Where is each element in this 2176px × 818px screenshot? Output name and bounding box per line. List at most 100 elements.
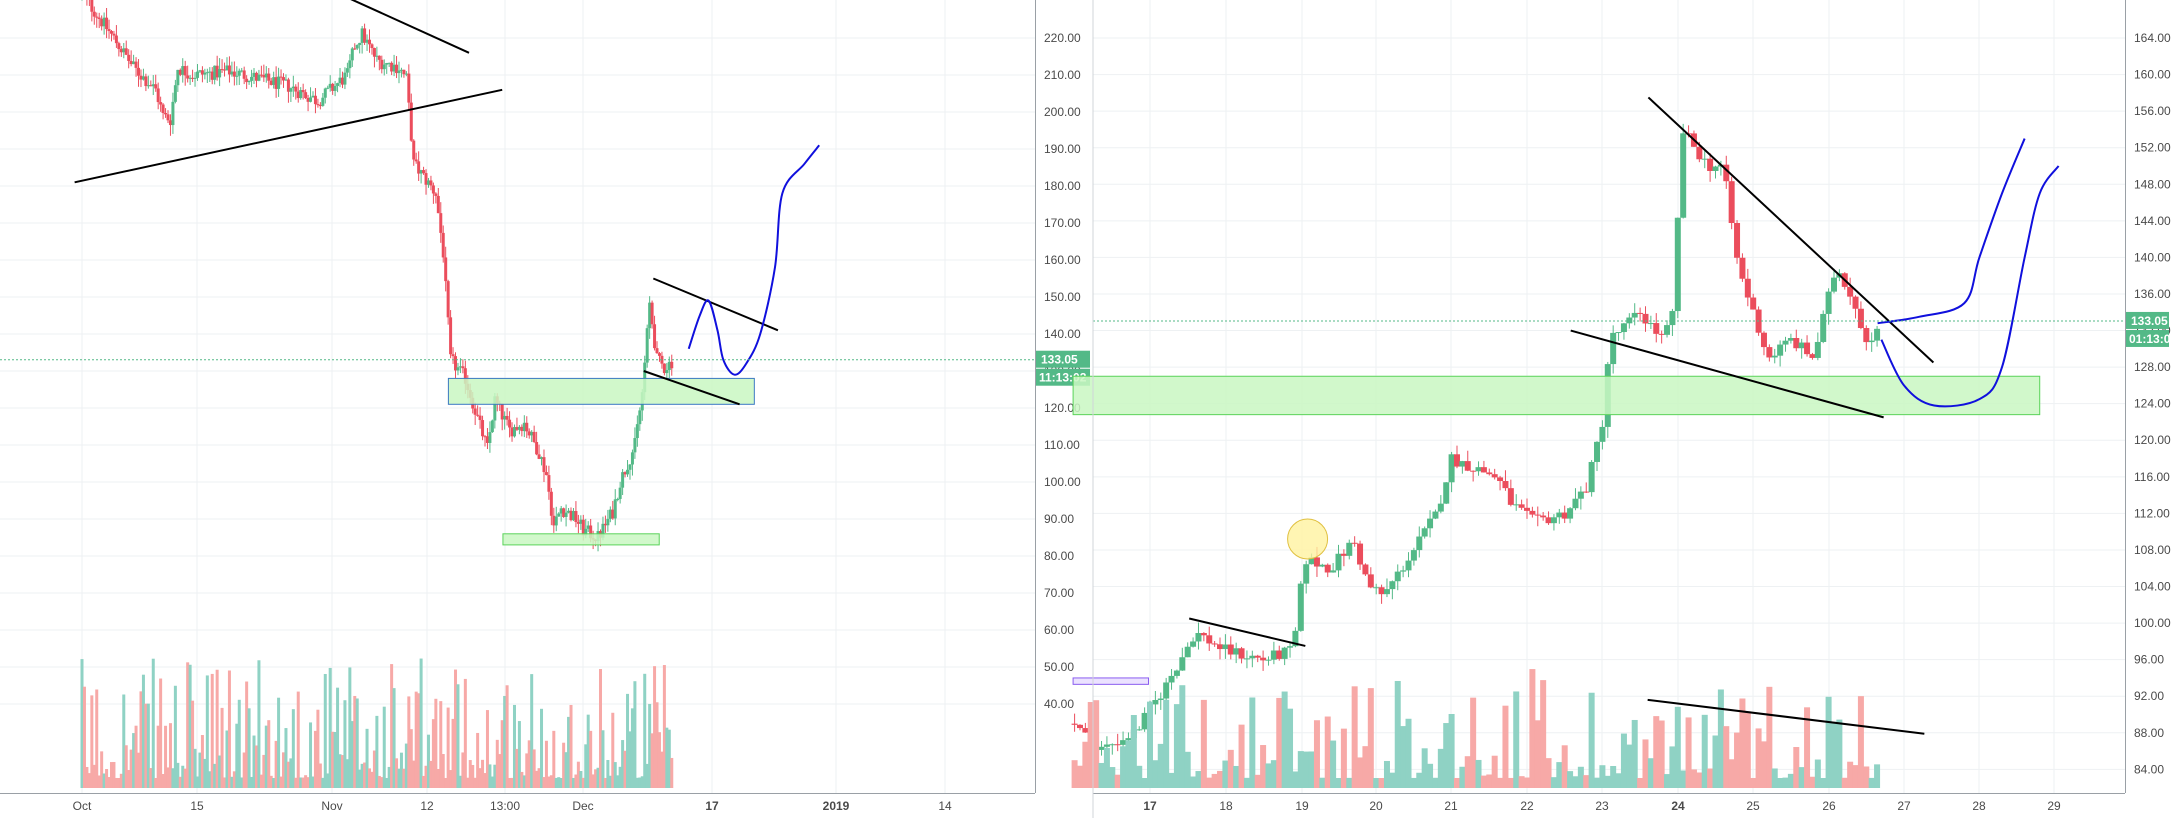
- volume-bar[interactable]: [1760, 741, 1767, 788]
- candle-body[interactable]: [1233, 648, 1240, 655]
- volume-bar[interactable]: [119, 773, 123, 788]
- candle-body[interactable]: [1744, 278, 1751, 298]
- candle-body[interactable]: [623, 472, 627, 475]
- candle-body[interactable]: [1254, 655, 1261, 658]
- volume-bar[interactable]: [441, 754, 445, 788]
- candle-body[interactable]: [1410, 550, 1417, 561]
- volume-bar[interactable]: [549, 775, 553, 788]
- volume-bar[interactable]: [1103, 747, 1110, 788]
- volume-bar[interactable]: [1076, 765, 1083, 788]
- volume-bar[interactable]: [1147, 701, 1153, 788]
- candle-body[interactable]: [1814, 341, 1821, 358]
- candle-body[interactable]: [530, 431, 534, 436]
- candle-body[interactable]: [198, 70, 202, 72]
- candle-body[interactable]: [547, 475, 551, 492]
- volume-bar[interactable]: [109, 762, 113, 788]
- volume-bar[interactable]: [1550, 777, 1557, 788]
- volume-bar[interactable]: [1868, 777, 1875, 788]
- candle-body[interactable]: [478, 415, 482, 421]
- volume-bar[interactable]: [230, 776, 234, 788]
- candle-body[interactable]: [195, 71, 199, 78]
- right-trendline-0[interactable]: [1647, 96, 1935, 364]
- volume-bar[interactable]: [274, 740, 278, 788]
- candle-body[interactable]: [1443, 482, 1450, 504]
- candle-body[interactable]: [1082, 728, 1089, 733]
- candle-body[interactable]: [1620, 323, 1627, 333]
- candle-body[interactable]: [1383, 589, 1390, 595]
- volume-bar[interactable]: [426, 734, 430, 788]
- volume-bar[interactable]: [628, 731, 632, 788]
- candle-body[interactable]: [1750, 297, 1757, 310]
- volume-bar[interactable]: [1685, 717, 1692, 788]
- candle-body[interactable]: [193, 77, 197, 79]
- volume-bar[interactable]: [650, 733, 654, 788]
- volume-bar[interactable]: [1502, 705, 1509, 788]
- candle-body[interactable]: [1217, 644, 1224, 650]
- candle-body[interactable]: [493, 396, 497, 421]
- volume-bar[interactable]: [397, 768, 401, 788]
- candle-body[interactable]: [380, 59, 384, 70]
- volume-bar[interactable]: [151, 658, 155, 788]
- candle-body[interactable]: [181, 66, 185, 75]
- volume-bar[interactable]: [1534, 720, 1541, 788]
- candle-body[interactable]: [1297, 583, 1304, 631]
- volume-bar[interactable]: [535, 770, 539, 788]
- volume-bar[interactable]: [100, 751, 104, 788]
- candle-body[interactable]: [1825, 291, 1832, 314]
- candle-body[interactable]: [156, 88, 160, 103]
- candle-body[interactable]: [581, 519, 585, 536]
- volume-bar[interactable]: [660, 751, 664, 788]
- candle-body[interactable]: [527, 431, 531, 436]
- volume-bar[interactable]: [1723, 726, 1730, 788]
- volume-bar[interactable]: [608, 775, 612, 788]
- candle-body[interactable]: [382, 64, 386, 70]
- candle-body[interactable]: [1577, 491, 1584, 499]
- candle-body[interactable]: [1141, 712, 1148, 730]
- volume-bar[interactable]: [1222, 760, 1229, 788]
- volume-bar[interactable]: [188, 664, 192, 788]
- candle-body[interactable]: [1642, 313, 1649, 324]
- candle-body[interactable]: [424, 173, 428, 185]
- volume-bar[interactable]: [468, 760, 472, 788]
- volume-bar[interactable]: [395, 758, 399, 788]
- candle-body[interactable]: [589, 525, 593, 539]
- candle-body[interactable]: [402, 69, 406, 75]
- candle-body[interactable]: [1572, 498, 1579, 509]
- volume-bar[interactable]: [1109, 767, 1116, 788]
- volume-bar[interactable]: [1243, 777, 1250, 788]
- candle-body[interactable]: [259, 74, 263, 76]
- candle-body[interactable]: [1335, 553, 1342, 571]
- volume-bar[interactable]: [1524, 777, 1530, 788]
- candle-body[interactable]: [515, 427, 519, 430]
- candle-body[interactable]: [485, 436, 489, 443]
- volume-bar[interactable]: [129, 749, 133, 788]
- candle-body[interactable]: [97, 17, 101, 19]
- candle-body[interactable]: [223, 69, 227, 71]
- candle-body[interactable]: [1739, 257, 1746, 279]
- candle-body[interactable]: [409, 102, 413, 141]
- candle-body[interactable]: [1777, 344, 1784, 356]
- volume-bar[interactable]: [1486, 774, 1493, 788]
- candle-body[interactable]: [1653, 323, 1660, 334]
- candle-body[interactable]: [112, 33, 116, 36]
- candle-body[interactable]: [326, 87, 330, 89]
- volume-bar[interactable]: [1863, 766, 1870, 788]
- candle-body[interactable]: [1534, 514, 1541, 516]
- volume-bar[interactable]: [326, 773, 330, 788]
- candle-body[interactable]: [311, 95, 315, 98]
- volume-bar[interactable]: [485, 710, 489, 788]
- candle-body[interactable]: [208, 71, 212, 73]
- candle-body[interactable]: [272, 77, 276, 85]
- volume-bar[interactable]: [247, 708, 251, 788]
- volume-bar[interactable]: [478, 768, 482, 788]
- candle-body[interactable]: [144, 76, 148, 87]
- volume-bar[interactable]: [168, 723, 172, 788]
- volume-bar[interactable]: [603, 777, 607, 788]
- volume-bar[interactable]: [466, 777, 470, 788]
- candle-body[interactable]: [1098, 746, 1105, 750]
- candle-body[interactable]: [426, 180, 430, 185]
- candle-body[interactable]: [254, 72, 258, 81]
- volume-bar[interactable]: [1540, 680, 1547, 788]
- volume-bar[interactable]: [1281, 691, 1288, 788]
- volume-bar[interactable]: [407, 696, 411, 788]
